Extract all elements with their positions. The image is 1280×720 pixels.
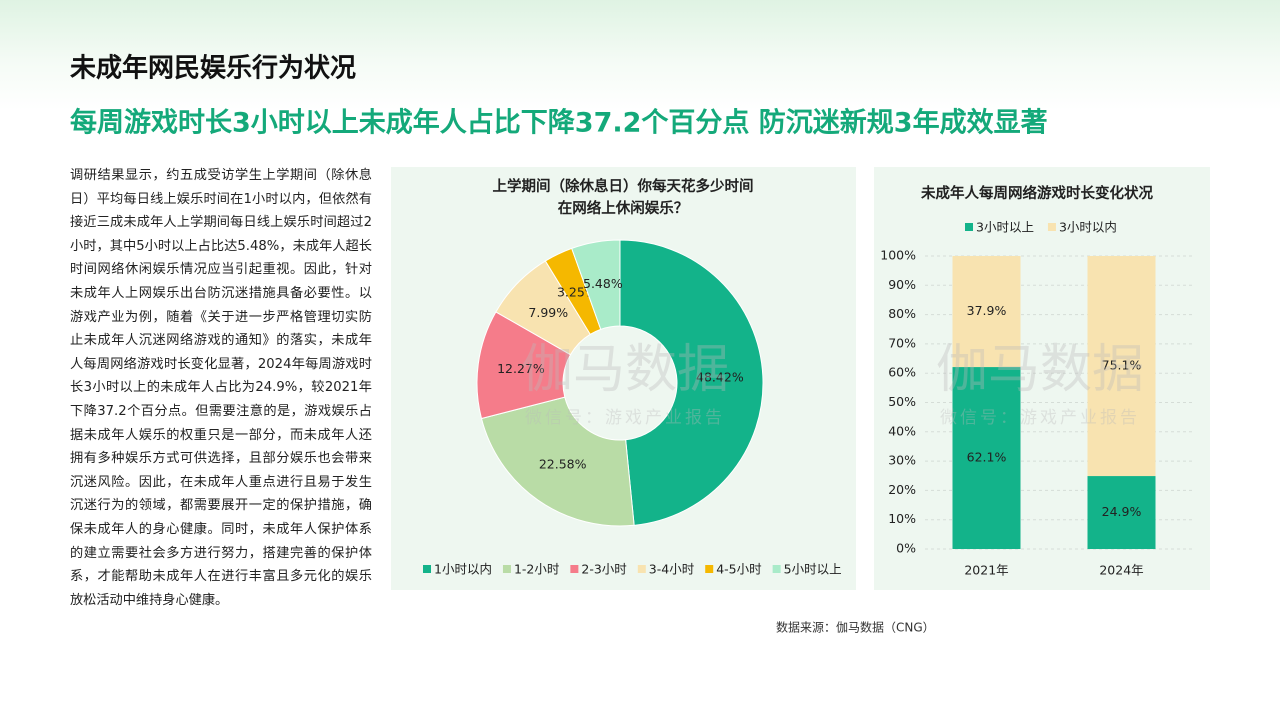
chart-title: 未成年人每周网络游戏时长变化状况 bbox=[920, 184, 1153, 202]
legend-swatch bbox=[705, 565, 714, 573]
legend-label: 5小时以上 bbox=[784, 562, 842, 577]
x-tick-label: 2024年 bbox=[1099, 563, 1143, 578]
y-tick-label: 100% bbox=[880, 248, 916, 263]
y-tick-label: 60% bbox=[888, 365, 916, 380]
data-label: 37.9% bbox=[967, 303, 1007, 318]
source: 数据来源：伽马数据（CNG） bbox=[776, 620, 935, 635]
legend-label: 3小时以上 bbox=[976, 220, 1034, 235]
page-title: 未成年网民娱乐行为状况 bbox=[70, 53, 356, 84]
pie-slice bbox=[619, 239, 764, 526]
y-tick-label: 10% bbox=[888, 511, 916, 526]
bar-segment bbox=[1087, 476, 1156, 549]
legend-swatch bbox=[772, 565, 781, 573]
watermark: 微信号：游戏产业报告 bbox=[525, 408, 725, 428]
legend-swatch bbox=[965, 223, 973, 231]
legend-label: 2-3小时 bbox=[581, 562, 627, 577]
bar-segment bbox=[952, 367, 1021, 549]
page-subtitle: 每周游戏时长3小时以上未成年人占比下降37.2个百分点 防沉迷新规3年成效显著 bbox=[70, 107, 1048, 139]
legend-swatch bbox=[502, 565, 511, 573]
pie-slice bbox=[476, 311, 572, 420]
chart-title: 在网络上休闲娱乐？ bbox=[558, 199, 689, 217]
pie-slice bbox=[480, 396, 635, 527]
legend-label: 3小时以内 bbox=[1059, 220, 1117, 235]
watermark: 伽马数据 bbox=[936, 340, 1144, 400]
data-label: 7.99% bbox=[528, 305, 568, 320]
y-tick-label: 40% bbox=[888, 423, 916, 438]
data-label: 75.1% bbox=[1102, 358, 1142, 373]
legend-swatch bbox=[1047, 223, 1056, 231]
chart-title: 上学期间（除休息日）你每天花多少时间 bbox=[493, 177, 754, 195]
legend-label: 3-4小时 bbox=[649, 562, 695, 577]
y-tick-label: 0% bbox=[896, 541, 916, 556]
y-tick-label: 90% bbox=[888, 277, 916, 292]
legend-swatch bbox=[637, 565, 646, 573]
body-text: 调研结果显示，约五成受访学生上学期间（除休息日）平均每日线上娱乐时间在1小时以内… bbox=[70, 168, 372, 608]
bar-segment bbox=[1087, 256, 1156, 477]
pie-slice bbox=[571, 239, 621, 330]
legend-label: 1-2小时 bbox=[514, 562, 560, 577]
y-tick-label: 50% bbox=[888, 394, 916, 409]
watermark: 微信号：游戏产业报告 bbox=[940, 408, 1140, 428]
y-tick-label: 30% bbox=[888, 453, 916, 468]
data-label: 5.48% bbox=[583, 276, 623, 291]
y-tick-label: 80% bbox=[888, 306, 916, 321]
x-tick-label: 2021年 bbox=[964, 563, 1008, 578]
legend-swatch bbox=[570, 565, 579, 573]
legend-label: 1小时以内 bbox=[434, 562, 492, 577]
data-label: 24.9% bbox=[1102, 504, 1142, 519]
data-label: 48.42% bbox=[696, 370, 744, 385]
legend-swatch bbox=[423, 565, 431, 573]
y-tick-label: 70% bbox=[888, 335, 916, 350]
watermark: 伽马数据 bbox=[521, 340, 729, 400]
bar-segment bbox=[952, 256, 1021, 368]
y-tick-label: 20% bbox=[888, 482, 916, 497]
data-label: 62.1% bbox=[967, 450, 1007, 465]
data-label: 22.58% bbox=[539, 456, 587, 471]
data-label: 12.27% bbox=[497, 361, 545, 376]
legend-label: 4-5小时 bbox=[716, 562, 762, 577]
